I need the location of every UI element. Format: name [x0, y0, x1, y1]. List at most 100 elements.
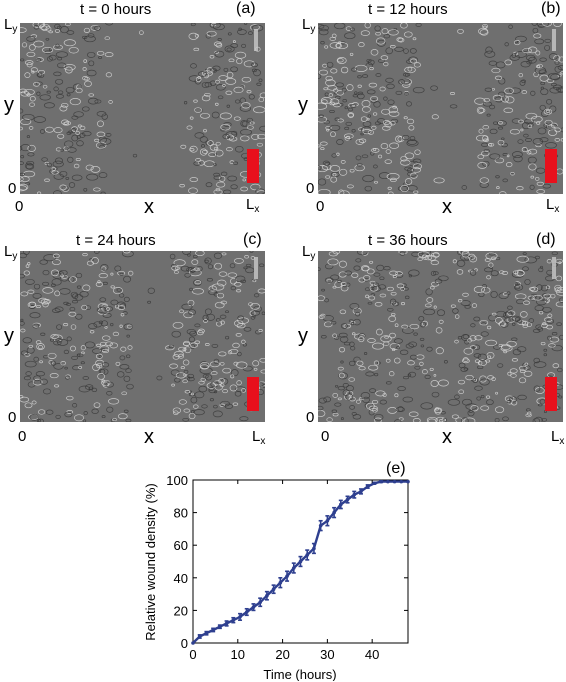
x-tick-label: 20: [275, 647, 289, 662]
scale-bar: [545, 377, 557, 411]
data-point: [231, 618, 236, 622]
y-axis-label: y: [4, 94, 14, 116]
x-tick-label: 30: [320, 647, 334, 662]
panel-tag: (c): [243, 231, 262, 248]
ruler-mark: [552, 257, 556, 279]
data-point: [332, 510, 336, 515]
x-axis-end-label: Lx: [246, 196, 260, 215]
y-axis-label: y: [4, 325, 14, 347]
microscopy-image: [20, 251, 265, 422]
panel-b: t = 12 hours (b) Ly y 0 0 x Lx: [283, 0, 566, 225]
y-tick-label: 40: [174, 571, 188, 586]
panel-title: t = 12 hours: [368, 1, 448, 18]
data-point: [339, 502, 343, 507]
chart-tag: (e): [386, 460, 406, 477]
panel-title: t = 36 hours: [368, 232, 448, 249]
panel-title: t = 24 hours: [76, 232, 156, 249]
data-point: [291, 566, 296, 570]
cell-texture: [318, 251, 563, 422]
panel-d: t = 36 hours (d) Ly y 0 0 x Lx: [283, 228, 566, 453]
data-point: [359, 489, 363, 494]
y-axis-top-label: Ly: [302, 16, 316, 35]
data-point: [379, 479, 383, 484]
data-point: [386, 479, 390, 484]
panel-a: t = 0 hours (a) Ly y 0 0 x Lx: [0, 0, 283, 225]
data-point: [365, 484, 370, 489]
series-group: [191, 479, 410, 645]
x-axis-end-label: Lx: [546, 196, 560, 215]
panel-c: t = 24 hours (c) Ly y 0 0 x Lx: [0, 228, 283, 453]
y-tick-label: 20: [174, 603, 188, 618]
x-tick-label: 40: [365, 647, 379, 662]
data-point: [224, 621, 229, 626]
cell-texture: [20, 23, 265, 194]
data-point: [244, 610, 249, 614]
data-point: [191, 641, 195, 645]
x-ticks: 0 10 20 30 40: [189, 480, 379, 662]
microscopy-image: [318, 23, 563, 194]
y-axis-title: Relative wound density (%): [143, 483, 158, 641]
panel-tag: (a): [236, 0, 256, 17]
y-ticks: 0 20 40 60 80 100: [166, 473, 408, 651]
x-tick-label: 0: [189, 647, 196, 662]
x-axis-zero-label: 0: [18, 428, 27, 445]
data-point: [238, 615, 242, 619]
data-point: [325, 518, 330, 523]
x-axis-end-label: Lx: [551, 428, 565, 447]
data-point: [218, 624, 222, 629]
ruler-mark: [552, 29, 556, 51]
y-axis-top-label: Ly: [4, 243, 18, 262]
data-point: [392, 479, 397, 484]
data-point: [211, 628, 215, 632]
cell-texture: [318, 23, 563, 194]
data-point: [298, 559, 303, 564]
plot-frame: [192, 479, 409, 644]
data-point: [251, 605, 256, 609]
x-axis-label: x: [144, 196, 154, 218]
data-point: [197, 634, 202, 639]
data-point: [345, 497, 350, 502]
panel-tag: (d): [536, 231, 556, 248]
data-point: [352, 492, 357, 497]
data-point: [278, 580, 283, 585]
y-axis-zero-label: 0: [306, 409, 315, 426]
data-point: [285, 574, 289, 578]
data-point: [271, 587, 276, 592]
scale-bar: [247, 377, 259, 411]
y-tick-label: 60: [174, 538, 188, 553]
ruler-mark: [254, 257, 258, 279]
data-point: [265, 593, 269, 598]
microscopy-image: [20, 23, 265, 194]
y-axis-zero-label: 0: [8, 180, 17, 197]
y-tick-label: 100: [166, 473, 188, 488]
microscopy-image: [318, 251, 563, 422]
x-axis-zero-label: 0: [321, 428, 330, 445]
y-axis-zero-label: 0: [306, 180, 315, 197]
data-point: [204, 631, 209, 636]
y-axis-top-label: Ly: [302, 243, 316, 262]
data-point: [406, 479, 410, 484]
x-axis-zero-label: 0: [15, 198, 24, 215]
data-point: [372, 481, 377, 486]
scale-bar: [545, 149, 557, 183]
x-axis-label: x: [442, 426, 452, 448]
y-axis-label: y: [298, 325, 308, 347]
y-axis-label: y: [298, 94, 308, 116]
y-tick-label: 0: [181, 636, 188, 651]
data-point: [258, 600, 262, 605]
y-tick-label: 80: [174, 506, 188, 521]
y-axis-top-label: Ly: [4, 16, 18, 35]
x-axis-end-label: Lx: [252, 428, 266, 447]
data-point: [305, 553, 310, 557]
x-axis-label: x: [144, 426, 154, 448]
ruler-mark: [254, 29, 258, 51]
x-axis-zero-label: 0: [316, 198, 325, 215]
panel-tag: (b): [541, 0, 561, 17]
data-point: [399, 479, 404, 484]
x-tick-label: 10: [231, 647, 245, 662]
panel-title: t = 0 hours: [80, 1, 152, 18]
data-point: [312, 546, 316, 551]
x-axis-label: x: [442, 196, 452, 218]
data-point: [318, 523, 323, 528]
